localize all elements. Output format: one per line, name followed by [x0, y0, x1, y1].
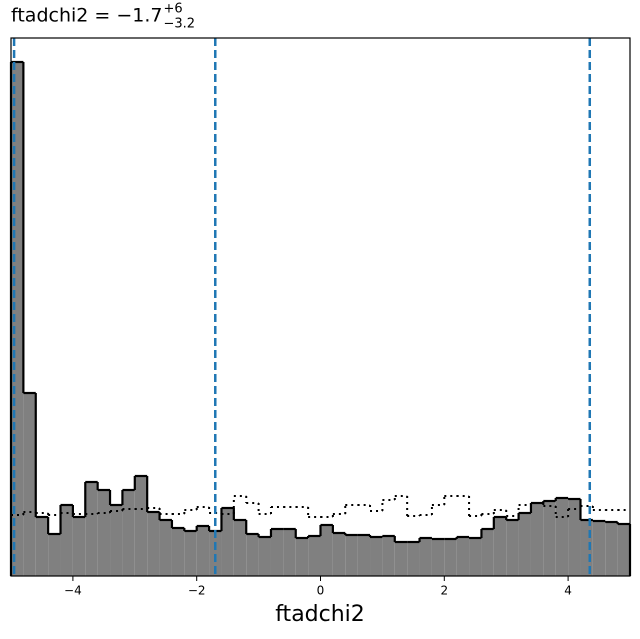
x-tick-label: 4: [564, 584, 572, 598]
bar: [555, 498, 569, 576]
bar: [147, 512, 160, 576]
chart-title: ftadchi2 = −1.7: [11, 5, 163, 27]
bar: [184, 531, 197, 576]
x-tick-label: −2: [188, 584, 206, 598]
bar: [72, 517, 86, 576]
bar: [35, 517, 49, 576]
bar: [221, 508, 234, 576]
bar: [444, 539, 457, 576]
x-tick-label: −4: [64, 584, 82, 598]
bar: [345, 535, 358, 576]
bar: [308, 536, 321, 576]
bar: [382, 536, 395, 576]
bar: [493, 517, 507, 576]
bar: [530, 503, 544, 576]
bar: [171, 528, 185, 576]
bar: [506, 520, 519, 576]
bar: [332, 533, 346, 576]
bar: [481, 529, 494, 576]
bar: [320, 525, 333, 576]
bar: [60, 505, 73, 576]
bar: [419, 538, 432, 576]
bar: [431, 539, 445, 576]
bar: [295, 538, 309, 576]
bar: [196, 526, 210, 576]
bar: [283, 529, 296, 576]
bar: [456, 537, 470, 576]
bar: [134, 476, 148, 576]
bar: [617, 524, 630, 576]
bar: [233, 520, 247, 576]
bar: [209, 531, 222, 576]
bar: [270, 529, 284, 576]
bar: [110, 505, 123, 576]
bar: [357, 535, 371, 576]
title-upper: +6: [164, 2, 183, 17]
bar: [48, 534, 61, 576]
x-tick-label: 2: [440, 584, 448, 598]
bar: [370, 537, 383, 576]
bar: [159, 520, 172, 576]
bar: [394, 542, 408, 576]
bar: [592, 521, 606, 576]
bar: [258, 537, 271, 576]
bar: [568, 499, 581, 576]
bar: [23, 393, 36, 576]
x-axis-label: ftadchi2: [275, 602, 365, 627]
bar: [85, 482, 98, 576]
bar: [518, 513, 531, 576]
title-lower: −3.2: [164, 17, 196, 32]
bar: [469, 538, 482, 576]
bar: [122, 490, 135, 576]
bar: [605, 522, 618, 576]
x-tick-label: 0: [317, 584, 325, 598]
bar: [246, 534, 259, 576]
bar: [97, 490, 111, 576]
bar: [543, 501, 556, 576]
bar: [407, 542, 420, 576]
